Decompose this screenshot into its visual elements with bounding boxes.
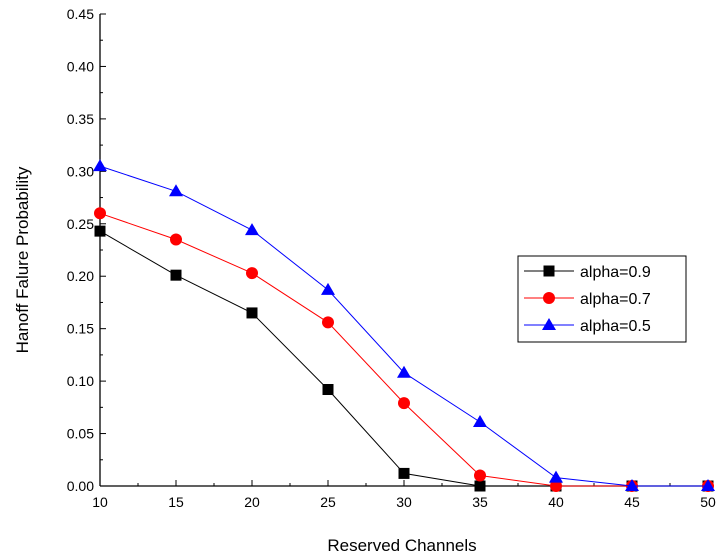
data-point	[398, 467, 410, 479]
y-tick-label: 0.20	[67, 268, 94, 284]
data-point	[550, 480, 562, 492]
x-tick-label: 10	[92, 494, 108, 510]
y-tick-label: 0.45	[67, 6, 94, 22]
legend-item: alpha=0.5	[524, 318, 651, 335]
data-point	[246, 267, 258, 280]
y-tick-label: 0.35	[67, 111, 94, 127]
x-tick-label: 25	[320, 494, 336, 510]
data-point	[94, 225, 106, 237]
data-point	[322, 316, 334, 329]
data-point	[474, 480, 486, 492]
y-tick-label: 0.25	[67, 216, 94, 232]
data-point	[321, 282, 335, 295]
y-tick-label: 0.05	[67, 426, 94, 442]
x-tick-label: 20	[244, 494, 260, 510]
data-point	[473, 415, 487, 428]
y-tick-label: 0.10	[67, 373, 94, 389]
legend: alpha=0.9 alpha=0.7 alpha=0.5	[517, 255, 687, 343]
legend-item: alpha=0.7	[524, 291, 651, 308]
x-axis-title: Reserved Channels	[327, 536, 476, 555]
series-layer	[93, 159, 715, 492]
x-tick-label: 50	[700, 494, 716, 510]
data-point	[170, 269, 182, 281]
data-point	[625, 479, 639, 491]
legend-label: alpha=0.9	[580, 264, 651, 281]
x-tick-label: 40	[548, 494, 564, 510]
data-point	[701, 479, 715, 491]
series-alpha=0.5	[93, 159, 715, 491]
data-point	[94, 207, 106, 220]
legend-label: alpha=0.5	[580, 318, 651, 335]
y-axis-title: Hanoff Falure Probability	[13, 166, 32, 353]
data-point	[474, 469, 486, 482]
x-tick-label: 30	[396, 494, 412, 510]
data-point	[398, 397, 410, 410]
data-point	[170, 233, 182, 246]
y-tick-label: 0.15	[67, 321, 94, 337]
legend-marker	[543, 292, 555, 304]
plot-frame	[99, 14, 708, 487]
data-point	[397, 365, 411, 378]
y-tick-label: 0.40	[67, 58, 94, 74]
legend-label: alpha=0.7	[580, 291, 651, 308]
legend-marker	[543, 265, 555, 277]
legend-item: alpha=0.9	[524, 264, 651, 281]
y-tick-label: 0.30	[67, 163, 94, 179]
series-alpha=0.7	[94, 207, 714, 492]
data-point	[169, 184, 183, 197]
data-point	[322, 384, 334, 396]
data-point	[93, 159, 107, 172]
x-tick-label: 45	[624, 494, 640, 510]
data-point	[549, 470, 563, 483]
series-line	[99, 212, 708, 487]
legend-marker	[542, 318, 556, 330]
x-tick-label: 35	[472, 494, 488, 510]
data-point	[246, 307, 258, 319]
x-tick-label: 15	[168, 494, 184, 510]
y-tick-label: 0.00	[67, 478, 94, 494]
y-axis: 0.00 0.05 0.10 0.15 0.20 0.25 0.30 0.35 0.40 0.45	[67, 6, 106, 494]
data-point	[245, 223, 259, 236]
